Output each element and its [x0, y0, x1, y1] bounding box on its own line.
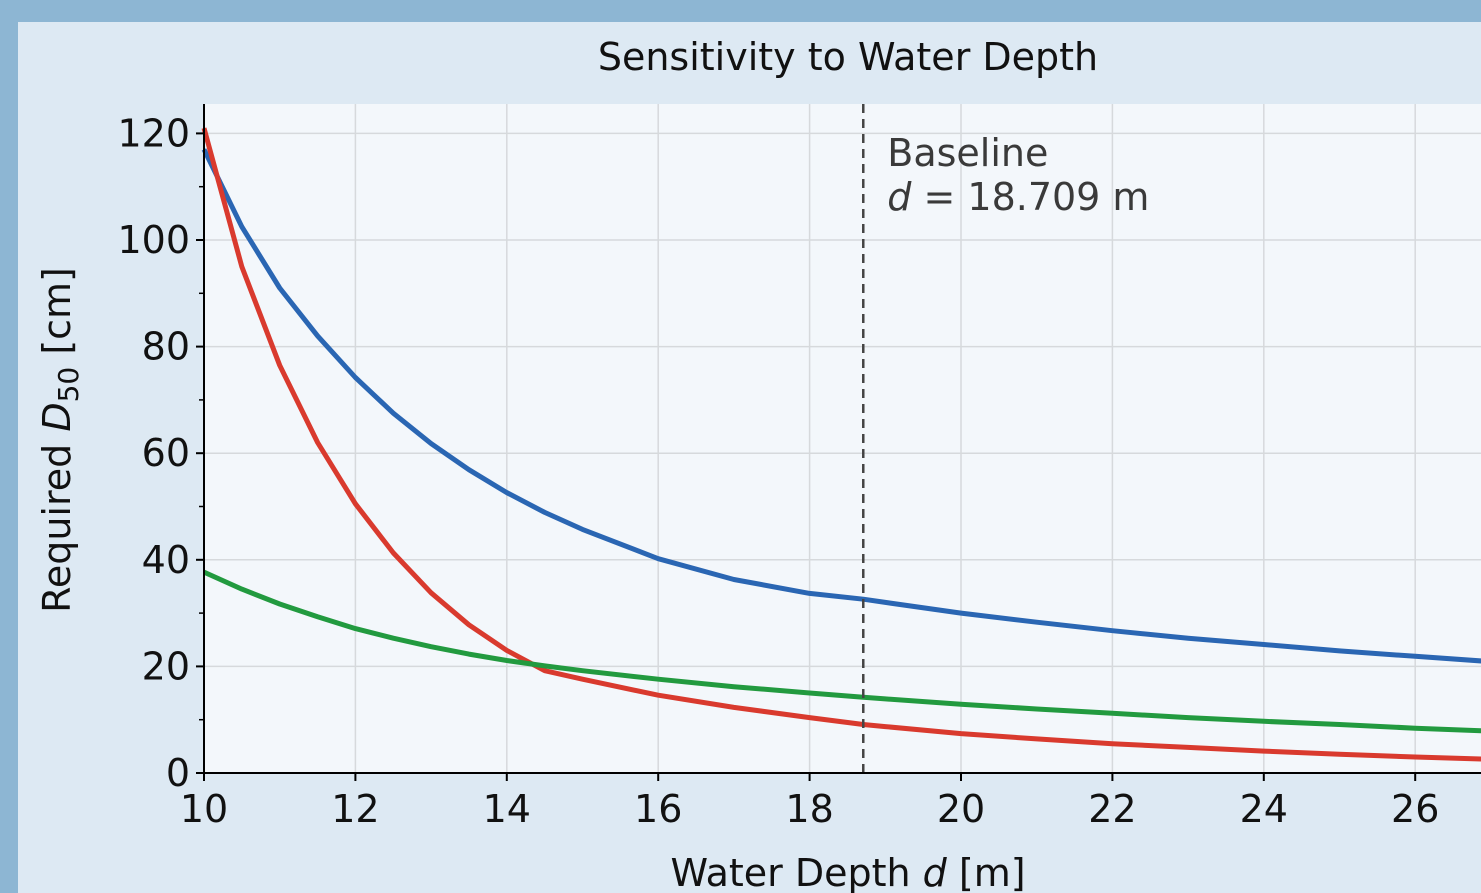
x-axis-label: Water Depth d [m] — [670, 851, 1025, 893]
x-tick-label: 20 — [937, 787, 985, 831]
y-label-post: [cm] — [35, 267, 79, 367]
y-label-var: D — [35, 402, 79, 431]
x-label-post: [m] — [947, 851, 1026, 893]
plot-area — [204, 104, 1481, 773]
chart-title: Sensitivity to Water Depth — [598, 35, 1098, 79]
baseline-label-title: Baseline — [887, 131, 1048, 175]
y-axis-label: Required D50 [cm] — [35, 267, 85, 613]
series-layer — [201, 127, 1481, 762]
x-tick-label: 22 — [1088, 787, 1136, 831]
y-tick-label: 40 — [142, 538, 190, 582]
y-tick-label: 20 — [142, 644, 190, 688]
series-line-2 — [201, 127, 1481, 762]
y-tick-label: 100 — [117, 218, 190, 262]
y-tick-label: 120 — [117, 111, 190, 155]
baseline-label-var: d — [887, 175, 912, 219]
axes — [203, 104, 1481, 774]
x-tick-label: 18 — [785, 787, 833, 831]
x-tick-label: 10 — [180, 787, 228, 831]
ticks: 10 12 14 16 18 20 22 24 26 0 20 40 60 80 100 120 — [117, 111, 1439, 831]
x-tick-label: 14 — [483, 787, 531, 831]
x-label-var: d — [923, 851, 948, 893]
series-line-3 — [202, 569, 1481, 734]
x-tick-label: 26 — [1391, 787, 1439, 831]
baseline-label-value: d = 18.709 m — [887, 175, 1149, 219]
x-label-pre: Water Depth — [670, 851, 922, 893]
y-tick-label: 80 — [142, 325, 190, 369]
baseline-label-number: = 18.709 m — [911, 175, 1149, 219]
y-tick-label: 0 — [166, 751, 190, 795]
x-tick-label: 12 — [331, 787, 379, 831]
y-label-pre: Required — [35, 432, 79, 613]
x-tick-label: 24 — [1240, 787, 1288, 831]
x-tick-label: 16 — [634, 787, 682, 831]
series-line-1 — [201, 148, 1481, 664]
y-label-sub: 50 — [52, 367, 85, 403]
grid — [204, 104, 1481, 773]
y-tick-label: 60 — [142, 431, 190, 475]
